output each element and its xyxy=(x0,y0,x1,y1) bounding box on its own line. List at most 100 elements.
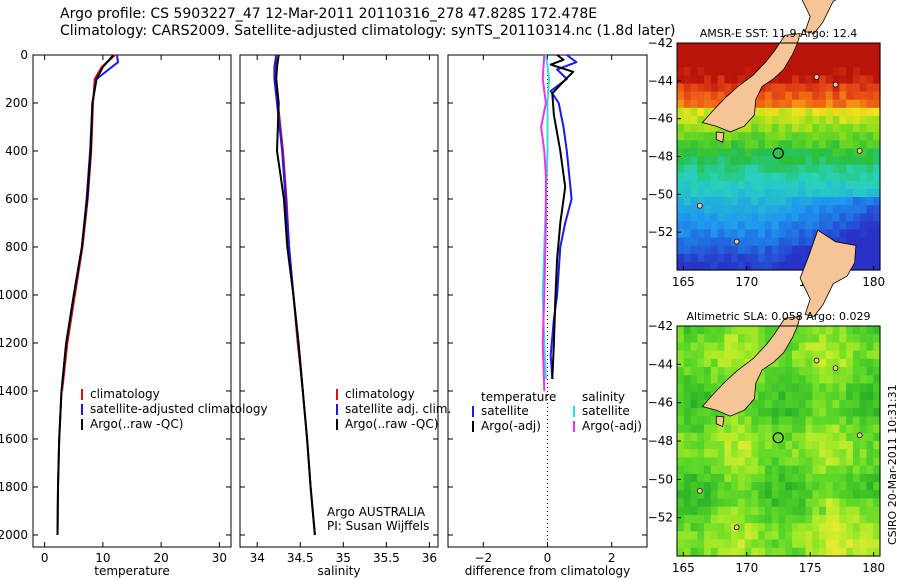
sst_map-small-island xyxy=(733,238,740,245)
sla_map-cell xyxy=(846,531,854,541)
sla_map-cell xyxy=(764,399,773,409)
sla_map-cell xyxy=(758,334,766,344)
sla_map-cell xyxy=(866,498,874,508)
sla_map-cell xyxy=(717,490,725,500)
sla_map-cell xyxy=(859,531,868,541)
sst_map-cell xyxy=(852,67,861,77)
sla_map-cell xyxy=(805,539,813,549)
sst_map-cell xyxy=(737,148,746,158)
sla_map-cell xyxy=(805,523,813,532)
sla_map-cell xyxy=(724,531,732,541)
sla_map-cell xyxy=(866,441,874,450)
sst_map-cell xyxy=(697,156,705,166)
sst_map-cell xyxy=(677,213,685,222)
sst_map-cell xyxy=(873,132,881,141)
sst_map-cell xyxy=(873,229,881,239)
sst_map-group xyxy=(677,0,881,271)
sla_map-cell xyxy=(832,547,840,557)
sst_map-cell xyxy=(819,197,827,206)
sst_map-cell xyxy=(812,83,820,93)
sla_map-cell xyxy=(778,490,786,500)
sla_map-cell xyxy=(764,326,773,335)
sst_map-cell xyxy=(724,213,732,222)
sst_map-cell xyxy=(832,99,840,109)
sla_map-cell xyxy=(825,367,834,376)
sla_map-cell xyxy=(785,342,793,352)
sla_map-cell xyxy=(704,547,712,557)
sla_map-cell xyxy=(812,523,820,532)
sla_map-cell xyxy=(677,432,685,442)
sla_map-cell xyxy=(751,457,759,467)
sst_map-cell xyxy=(771,213,780,222)
sla_map-cell xyxy=(744,506,753,516)
sst_map-cell xyxy=(704,245,712,255)
sst_map-cell xyxy=(866,115,874,125)
sla_map-cell xyxy=(710,358,719,368)
sla_map-cell xyxy=(798,482,807,491)
sla_map-cell xyxy=(819,375,827,385)
sst_map-cell xyxy=(785,115,793,125)
sst_map-cell xyxy=(825,188,834,198)
sla_map-cell xyxy=(819,514,827,524)
sst_map-cell xyxy=(873,245,881,255)
sst_map-cell xyxy=(677,140,685,149)
sla_map-cell xyxy=(825,523,834,532)
sst_map-cell xyxy=(731,43,739,52)
sla_map-cell xyxy=(873,424,881,434)
sst_map-cell xyxy=(704,221,712,231)
sst_map-cell xyxy=(859,156,868,166)
sst_map-cell xyxy=(778,188,786,198)
sst_map-cell xyxy=(758,164,766,174)
sla_map-cell xyxy=(792,514,800,524)
sla_map-cell xyxy=(798,432,807,442)
sla_map-cell xyxy=(866,383,874,393)
sla_map-cell xyxy=(866,473,874,483)
sla_map-cell xyxy=(825,531,834,541)
sst_map-cell xyxy=(710,67,719,77)
sst_map-cell xyxy=(751,132,759,141)
sla_map-cell xyxy=(778,432,786,442)
sla_map-xtick-label: 170 xyxy=(735,561,758,575)
sst_map-cell xyxy=(778,75,786,85)
sst_map-cell xyxy=(805,75,813,85)
sla_map-cell xyxy=(731,367,739,376)
sst_map-cell xyxy=(866,75,874,85)
sla_map-cell xyxy=(798,523,807,532)
sla_map-cell xyxy=(690,432,698,442)
sla_map-cell xyxy=(812,539,820,549)
sst_map-cell xyxy=(724,43,732,52)
sst_map-cell xyxy=(731,67,739,77)
sst_map-cell xyxy=(859,180,868,190)
sla_map-cell xyxy=(792,432,800,442)
sla_map-cell xyxy=(798,342,807,352)
sla_map-cell xyxy=(873,506,881,516)
sst_map-cell xyxy=(751,156,759,166)
sst_map-cell xyxy=(704,67,712,77)
sst_map-cell xyxy=(764,253,773,263)
sst_map-cell xyxy=(846,197,854,206)
sst_map-cell xyxy=(677,115,685,125)
sst_map-title: AMSR-E SST: 11.9 Argo: 12.4 xyxy=(700,27,858,40)
sst_map-cell xyxy=(785,245,793,255)
sst_map-cell xyxy=(819,148,827,158)
sla_map-cell xyxy=(812,547,820,557)
sst_map-cell xyxy=(812,124,820,133)
profile-title: Argo profile: CS 5903227_47 12-Mar-2011 … xyxy=(60,6,598,22)
sst_map-cell xyxy=(690,180,698,190)
sla_map-cell xyxy=(798,326,807,335)
sst_map-cell xyxy=(812,180,820,190)
sla_map-cell xyxy=(704,358,712,368)
sla_map-cell xyxy=(737,473,746,483)
sst_map-cell xyxy=(792,59,800,68)
sst_map-stewart-island xyxy=(715,131,725,143)
sla_map-cell xyxy=(778,441,786,450)
sst_map-cell xyxy=(744,67,753,77)
sst_map-cell xyxy=(724,67,732,77)
sla_map-cell xyxy=(677,367,685,376)
sla_map-cell xyxy=(683,342,692,352)
sst_map-south-island xyxy=(701,33,801,133)
sla_map-cell xyxy=(825,375,834,385)
sst_map-cell xyxy=(677,164,685,174)
sla_map-cell xyxy=(846,539,854,549)
sla_map-cell xyxy=(697,457,705,467)
